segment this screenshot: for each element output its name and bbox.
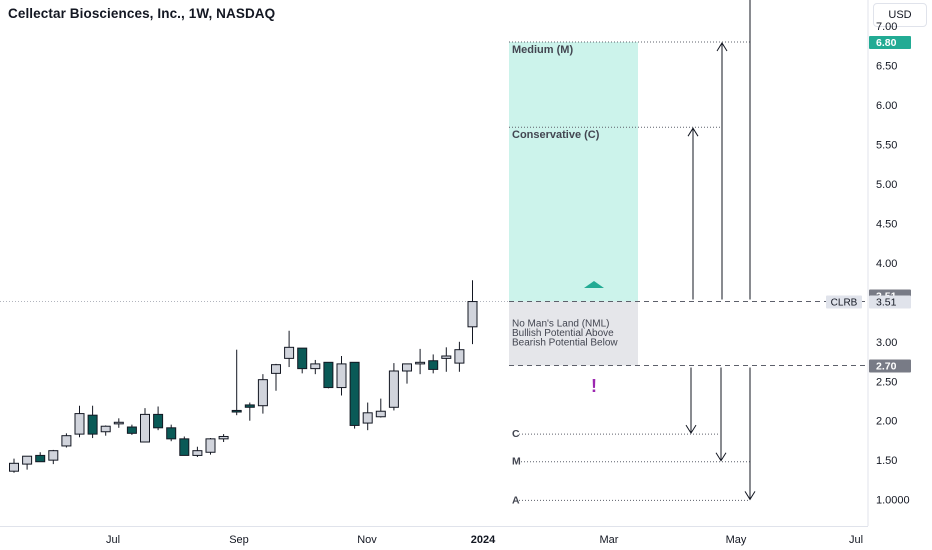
candle-body (218, 435, 229, 440)
x-tick-label: Nov (357, 534, 377, 546)
y-tick-label: 1.0000 (876, 495, 910, 507)
c-downside-label: C (512, 428, 520, 440)
y-tick-label: 4.00 (876, 258, 897, 270)
candle-body (402, 363, 412, 372)
bullish-marker-icon (584, 281, 604, 288)
candle-body (284, 346, 295, 359)
price-badge-label: 6.80 (876, 37, 897, 49)
candle-body (205, 438, 216, 453)
candle-body (113, 421, 124, 425)
nml-label-line: Bullish Potential Above (512, 328, 614, 339)
candle-body (257, 379, 268, 407)
candle-body (323, 361, 334, 389)
x-tick-label: Jul (106, 534, 120, 546)
candle-body (35, 454, 46, 463)
candle-body (9, 462, 19, 472)
x-tick-label: Jul (849, 534, 863, 546)
y-tick-label: 2.50 (876, 376, 897, 388)
nml-label-line: No Man's Land (NML) (512, 319, 610, 330)
candle-body (231, 409, 242, 413)
a-down-arrow-head (744, 491, 756, 501)
currency-selector[interactable]: USD (873, 3, 927, 27)
candle-body (74, 413, 85, 435)
y-tick-label: 6.50 (876, 61, 897, 73)
y-tick-label: 7.00 (876, 21, 897, 33)
medium-zone-label: Medium (M) (512, 44, 573, 56)
medium-up-arrow-head (716, 42, 728, 52)
ticker-badge-label: CLRB (831, 298, 858, 309)
y-tick-label: 1.50 (876, 455, 897, 467)
candle-body (48, 450, 59, 461)
ticker-badge (826, 295, 862, 309)
candle-body (349, 361, 360, 426)
alert-marker-icon: ! (591, 376, 597, 396)
chart-title: Cellectar Biosciences, Inc., 1W, NASDAQ (8, 6, 276, 21)
y-tick-label: 5.00 (876, 179, 897, 191)
candle-body (362, 412, 373, 424)
candle-body (140, 413, 150, 443)
candle-body (179, 438, 190, 456)
a-downside-label: A (512, 494, 520, 506)
conservative-zone-label: Conservative (C) (512, 129, 600, 141)
candle-body (153, 413, 164, 429)
candle-body (166, 427, 177, 440)
candle-body (336, 363, 347, 389)
m-down-arrow-head (715, 452, 727, 462)
candle-body (297, 347, 308, 370)
c-down-arrow-head (685, 424, 697, 435)
price-badge (869, 35, 911, 49)
y-tick-label: 4.50 (876, 218, 897, 230)
candle-body (375, 410, 386, 418)
price-badge (869, 359, 911, 373)
m-downside-label: M (512, 456, 521, 468)
y-tick-label: 3.00 (876, 337, 897, 349)
candle-body (87, 414, 98, 435)
x-tick-label: Sep (229, 534, 249, 546)
candle-body (415, 361, 426, 365)
x-tick-label: 2024 (471, 534, 496, 546)
candle-body (192, 450, 203, 456)
candle-body (388, 370, 399, 408)
y-tick-label: 5.50 (876, 140, 897, 152)
x-tick-label: Mar (600, 534, 619, 546)
candle-body (428, 360, 439, 370)
x-tick-label: May (726, 534, 747, 546)
price-badge-label: 2.70 (876, 360, 897, 372)
candle-body (22, 455, 33, 465)
candle-body (454, 349, 465, 364)
candle-body (61, 435, 72, 447)
candle-body (467, 301, 478, 328)
candle-body (100, 425, 111, 433)
candle-body (271, 364, 281, 374)
candle-body (441, 355, 452, 359)
candle-body (126, 426, 137, 434)
no-mans-land-zone (509, 301, 638, 366)
nml-label-line: Bearish Potential Below (512, 338, 618, 349)
candle-body (244, 404, 255, 408)
candle-body (310, 363, 321, 370)
y-tick-label: 2.00 (876, 416, 897, 428)
conservative-up-arrow-head (687, 127, 699, 137)
price-badge (869, 295, 911, 309)
price-badge-label: 3.51 (876, 297, 897, 309)
upside-target-zone (509, 41, 638, 302)
y-tick-label: 6.00 (876, 100, 897, 112)
